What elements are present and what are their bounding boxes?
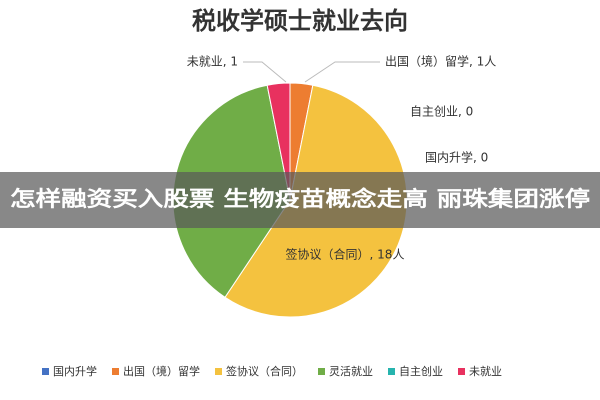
data-label: 自主创业, 0 [410,105,473,119]
legend-swatch [318,368,325,375]
pie-slice [266,82,291,201]
legend-swatch [215,368,222,375]
legend-label: 自主创业 [399,365,443,378]
data-label: 出国（境）留学, 1人 [385,54,496,69]
banner-text: 怎样融资买入股票 生物疫苗概念走高 丽珠集团涨停 [10,187,590,211]
data-label: 未就业, 1 [187,55,238,69]
legend-label: 灵活就业 [329,364,373,378]
leader-line [243,61,287,83]
legend-label: 未就业 [469,364,502,378]
legend-swatch [388,368,395,375]
data-label: 国内升学, 0 [425,150,488,165]
legend-label: 出国（境）留学 [123,364,200,378]
banner-background [0,172,600,228]
legend-swatch [112,368,119,375]
leader-line [304,61,380,83]
legend-swatch [42,368,49,375]
legend-label: 签协议（合同） [226,364,303,378]
legend-label: 国内升学 [53,364,97,378]
legend-swatch [458,368,465,375]
data-label: 签协议（合同）, 18人 [286,247,405,262]
chart-title: 税收学硕士就业去向 [192,7,408,35]
